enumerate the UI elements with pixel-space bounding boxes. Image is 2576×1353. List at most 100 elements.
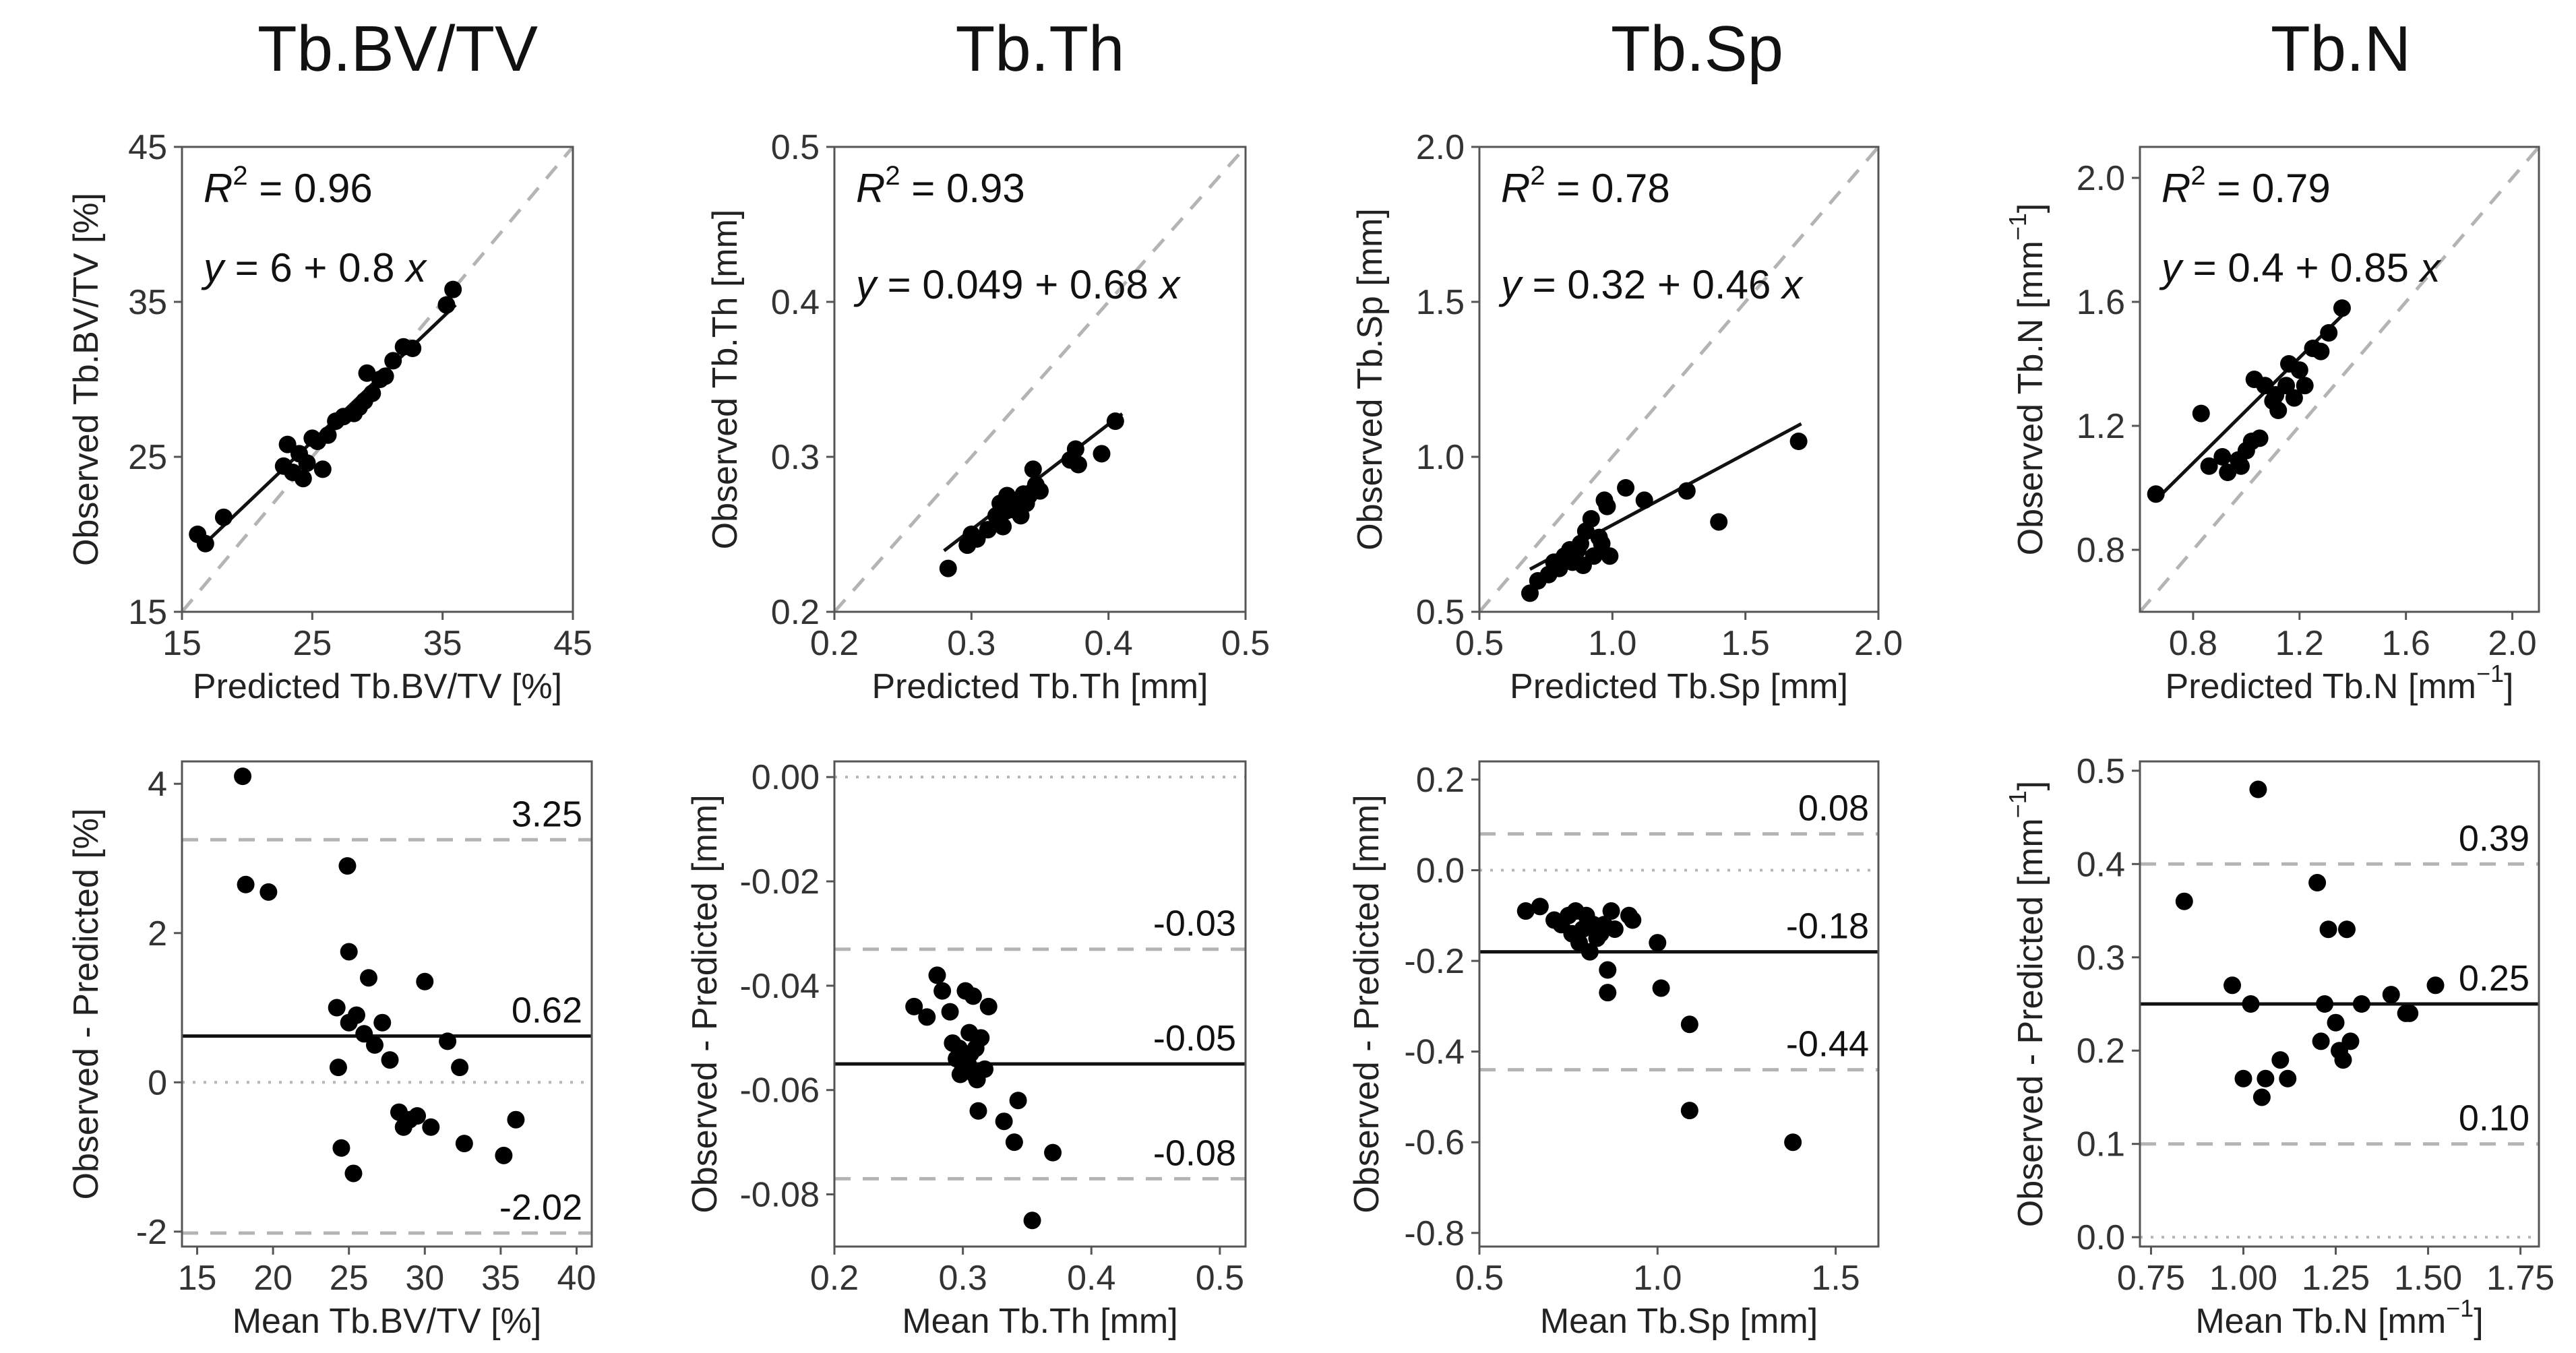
data-point [905,997,923,1015]
y-tick-label: 0.5 [1416,593,1465,632]
y-tick-label: 0.1 [2077,1125,2125,1164]
data-point [2200,457,2218,475]
data-point [2242,995,2260,1013]
data-point [2257,1069,2275,1088]
data-point [298,454,316,472]
x-tick-label: 25 [330,1259,369,1298]
data-point [2234,1069,2252,1088]
y-tick-label: 0.0 [2077,1218,2125,1257]
data-point [1635,491,1653,509]
data-point [2250,429,2269,447]
data-point [495,1146,513,1164]
panel-bvtv-regression: R2 = 0.96 y = 6 + 0.8 x 15 25 35 45 15 25 35 45 Pr… [67,128,592,706]
data-point [979,521,997,539]
y-tick-label: -2 [136,1213,167,1252]
data-point [344,1164,363,1183]
panel-n-bland-altman: 0.39 0.25 0.10 0.75 1.00 1.25 1.50 1.75 0.0 0.1 0.… [2004,752,2554,1341]
data-point [2232,457,2250,475]
data-point [2269,402,2288,419]
x-tick-label: 0.5 [1455,624,1504,663]
plot-frame [2139,146,2540,613]
y-tick-label: 0.00 [752,758,820,797]
data-point [507,1110,525,1129]
data-point [444,280,462,298]
y-tick-label: 45 [128,128,167,167]
plot-area [2140,147,2539,612]
x-tick-label: 1.5 [1721,624,1770,663]
lower-limit-label: 0.10 [2459,1098,2529,1139]
lower-limit-label: -0.08 [1153,1133,1236,1173]
data-point [2382,986,2400,1004]
x-tick-label: 0.3 [938,1259,987,1298]
x-tick-label: 0.5 [1221,624,1270,663]
data-point [381,1051,399,1069]
plot-frame [833,760,1247,1248]
y-tick-label: 0.0 [1416,851,1465,890]
data-point [1784,1133,1802,1152]
y-tick-label: 0.8 [2077,531,2125,570]
equation-label: y = 0.4 + 0.85 x [2159,245,2442,290]
data-point [969,1102,987,1120]
data-point [2308,874,2327,891]
y-tick-label: -0.4 [1404,1033,1465,1072]
x-tick-label: 0.4 [1067,1259,1115,1298]
y-tick-label: 1.0 [1416,438,1465,477]
data-point [237,875,255,893]
y-tick-label: 0.2 [2077,1032,2125,1071]
data-point [2312,342,2330,360]
y-axis-label: Observed Tb.N [mm−1] [2004,203,2050,556]
data-point [1044,1143,1062,1162]
data-point [939,559,957,577]
identity-line [1479,147,1878,612]
data-point [2213,448,2232,466]
upper-limit-label: 0.39 [2459,818,2529,858]
data-point [2219,464,2237,481]
r-squared-label: R2 = 0.79 [2161,161,2331,211]
y-tick-label: -0.2 [1404,942,1465,981]
identity-line [2140,147,2539,612]
data-point [2224,976,2242,995]
data-point [2333,299,2351,317]
y-tick-label: 0.3 [2077,939,2125,978]
x-tick-label: 1.0 [1633,1259,1682,1298]
y-tick-label: 1.5 [1416,283,1465,322]
y-tick-label: 0.3 [771,438,820,477]
upper-limit-label: 0.08 [1798,788,1869,829]
data-point [437,296,456,314]
y-tick-label: 1.2 [2077,407,2125,446]
plot-area [182,147,573,612]
y-tick-label: 0.5 [2077,752,2125,791]
data-point [2192,404,2210,422]
plot-frame [1478,146,1880,613]
mean-label: -0.18 [1786,906,1869,947]
plot-frame [1478,760,1880,1248]
data-point [1605,920,1624,938]
y-tick-label: 2.0 [1416,128,1465,167]
x-axis-label: Mean Tb.N [mm−1] [2195,1294,2483,1341]
r-squared-label: R2 = 0.78 [1501,161,1670,211]
data-point [1598,497,1616,515]
x-tick-label: 0.2 [810,1259,859,1298]
x-tick-label: 0.5 [1455,1259,1504,1298]
data-point [1602,902,1620,920]
x-tick-label: 0.8 [2169,624,2217,663]
x-tick-label: 1.00 [2209,1259,2277,1298]
y-axis-label: Observed - Predicted [mm] [685,794,725,1213]
y-axis-label: Observed Tb.BV/TV [%] [67,193,106,566]
y-tick-label: 0 [148,1063,167,1102]
y-tick-label: -0.04 [739,967,820,1006]
x-axis-label: Mean Tb.BV/TV [%] [233,1302,542,1341]
column-title-n: Tb.N [2271,13,2411,85]
data-point [319,426,337,444]
x-tick-label: 35 [481,1259,520,1298]
data-point [365,1036,384,1054]
y-tick-label: -0.8 [1404,1214,1465,1253]
data-point [1005,1133,1023,1152]
r-squared-label: R2 = 0.93 [856,161,1025,211]
data-point [1581,943,1599,961]
y-tick-label: -0.08 [739,1176,820,1215]
data-point [2320,324,2338,342]
lower-limit-label: -2.02 [499,1187,582,1228]
mean-label: -0.05 [1153,1018,1236,1059]
data-point [1599,984,1617,1002]
